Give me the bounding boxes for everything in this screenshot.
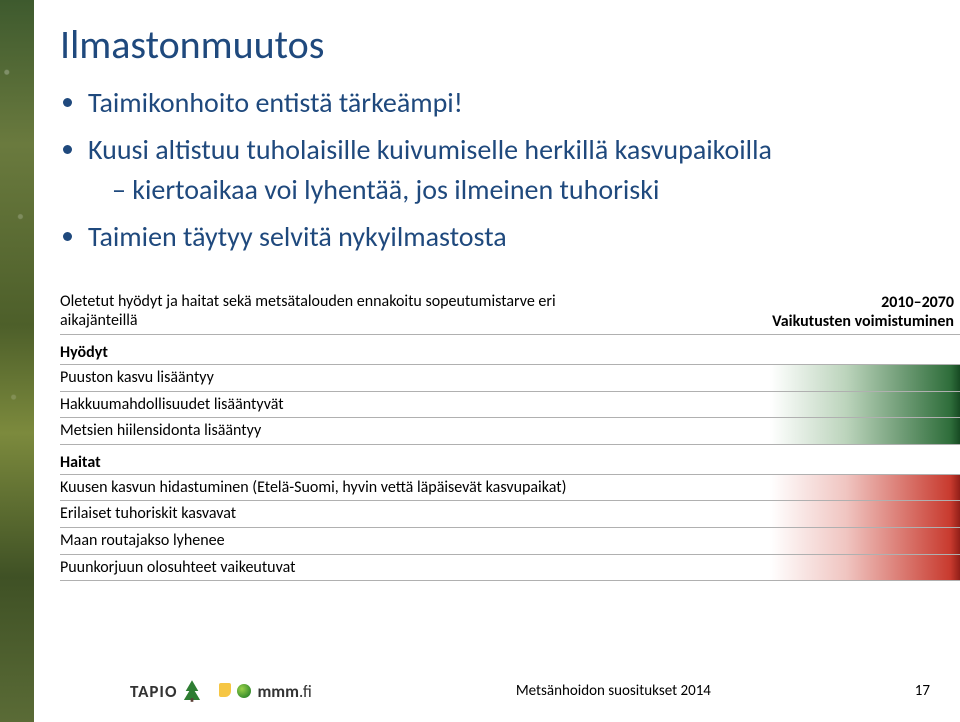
harm-grad-2 (770, 527, 960, 554)
harm-row-3: Puunkorjuun olosuhteet vaikeutuvat (60, 554, 770, 581)
content-area: Ilmastonmuutos Taimikonhoito entistä tär… (60, 20, 930, 263)
bullet-2-sublist: kiertoaikaa voi lyhentää, jos ilmeinen t… (88, 170, 930, 211)
mmm-logo: mmm.fi (219, 681, 311, 702)
harm-row-1: Erilaiset tuhoriskit kasvavat (60, 501, 770, 528)
tapio-text: TAPIO (130, 681, 177, 702)
mmm-text: mmm.fi (257, 681, 311, 702)
bullet-2-sub-1: kiertoaikaa voi lyhentää, jos ilmeinen t… (112, 170, 930, 211)
mmm-text-strong: mmm (257, 681, 299, 702)
benefit-grad-1 (770, 391, 960, 418)
harm-row-2: Maan routajakso lyhenee (60, 527, 770, 554)
bullet-2-text: Kuusi altistuu tuholaisille kuivumiselle… (88, 132, 772, 167)
benefit-row-0: Puuston kasvu lisääntyy (60, 365, 770, 392)
table-header-right: 2010–2070 Vaikutusten voimistuminen (770, 290, 960, 335)
table-header-left-line2: aikajänteillä (60, 311, 138, 330)
table-header-left: Oletetut hyödyt ja haitat sekä metsätalo… (60, 290, 770, 335)
bullet-list: Taimikonhoito entistä tärkeämpi! Kuusi a… (60, 83, 930, 257)
harm-row-0: Kuusen kasvun hidastuminen (Etelä-Suomi,… (60, 474, 770, 501)
benefit-row-1: Hakkuumahdollisuudet lisääntyvät (60, 391, 770, 418)
tapio-logo: TAPIO (130, 680, 201, 702)
impact-table: Oletetut hyödyt ja haitat sekä metsätalo… (60, 290, 960, 581)
bullet-2: Kuusi altistuu tuholaisille kuivumiselle… (88, 130, 930, 211)
mmm-dot-icon (237, 684, 251, 698)
harm-grad-0 (770, 474, 960, 501)
section-harms: Haitat (60, 444, 960, 474)
slide-title: Ilmastonmuutos (60, 20, 930, 69)
benefit-row-2: Metsien hiilensidonta lisääntyy (60, 418, 770, 445)
mmm-shape-icon (219, 681, 231, 702)
slide: Ilmastonmuutos Taimikonhoito entistä tär… (0, 0, 960, 722)
footer: TAPIO mmm.fi Metsänhoidon suositukset 20… (130, 680, 930, 702)
table-header-right-line2: Vaikutusten voimistuminen (772, 312, 954, 331)
footer-logos: TAPIO mmm.fi (130, 680, 312, 702)
bullet-3: Taimien täytyy selvitä nykyilmastosta (88, 217, 930, 258)
page-number: 17 (915, 682, 930, 700)
tree-icon (183, 680, 201, 702)
footer-caption: Metsänhoidon suositukset 2014 (516, 682, 711, 700)
harm-grad-1 (770, 501, 960, 528)
benefit-grad-2 (770, 418, 960, 445)
table-header-left-line1: Oletetut hyödyt ja haitat sekä metsätalo… (60, 292, 556, 311)
benefit-grad-0 (770, 365, 960, 392)
table-header-right-line1: 2010–2070 (881, 293, 954, 312)
mmm-text-suffix: .fi (299, 681, 312, 702)
section-benefits: Hyödyt (60, 335, 960, 365)
bullet-1: Taimikonhoito entistä tärkeämpi! (88, 83, 930, 124)
left-photo-strip (0, 0, 34, 722)
harm-grad-3 (770, 554, 960, 581)
